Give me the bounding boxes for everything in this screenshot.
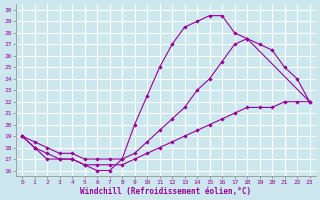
X-axis label: Windchill (Refroidissement éolien,°C): Windchill (Refroidissement éolien,°C) (80, 187, 252, 196)
